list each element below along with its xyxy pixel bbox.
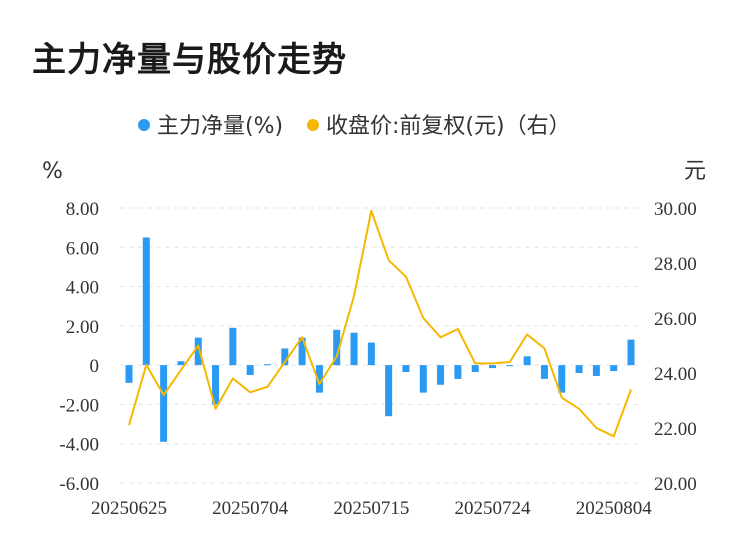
legend-line-label: 收盘价:前复权(元)（右）	[326, 114, 571, 139]
bar	[558, 365, 566, 393]
left-tick-label: 2.00	[66, 317, 99, 338]
bar	[177, 361, 185, 366]
x-tick-label: 20250715	[333, 498, 409, 519]
bar	[385, 365, 393, 417]
left-tick-label: 6.00	[66, 238, 99, 259]
legend-line-marker	[307, 119, 319, 131]
right-tick-label: 30.00	[654, 199, 697, 220]
close-price-line	[128, 209, 632, 438]
right-tick-label: 28.00	[654, 254, 697, 275]
bar	[142, 237, 150, 366]
left-axis-ticks: 8.00 6.00 4.00 2.00 0 -2.00 -4.00 -6.00	[59, 199, 99, 495]
legend-bar-label: 主力净量(%)	[157, 114, 283, 139]
bar	[212, 365, 220, 405]
right-tick-label: 24.00	[654, 364, 697, 385]
x-tick-label: 20250625	[91, 498, 167, 519]
bar	[333, 329, 341, 366]
bar	[298, 337, 306, 366]
bar	[471, 365, 479, 373]
bar	[523, 356, 531, 366]
bar	[454, 365, 462, 379]
bar	[315, 365, 323, 393]
left-tick-label: 4.00	[66, 278, 99, 299]
line-series	[128, 209, 632, 438]
left-tick-label: 8.00	[66, 199, 99, 220]
x-tick-label: 20250804	[576, 498, 653, 519]
right-tick-label: 22.00	[654, 419, 697, 440]
bar	[489, 365, 497, 369]
left-tick-label: -4.00	[59, 435, 99, 456]
right-axis-ticks: 30.00 28.00 26.00 24.00 22.00 20.00	[654, 199, 697, 495]
bar	[437, 365, 445, 385]
x-tick-label: 20250704	[212, 498, 289, 519]
right-tick-label: 20.00	[654, 474, 697, 495]
legend-bar-marker	[138, 119, 150, 131]
bar	[160, 365, 168, 442]
bar	[125, 365, 133, 383]
left-tick-label: 0	[90, 356, 100, 377]
left-tick-label: -6.00	[59, 474, 99, 495]
bar	[575, 365, 583, 373]
bar	[194, 337, 202, 366]
gridlines	[120, 207, 640, 484]
bar	[610, 365, 618, 372]
bar	[246, 365, 254, 375]
bar	[402, 365, 410, 373]
bar	[281, 348, 289, 366]
bar	[367, 342, 375, 366]
bar	[592, 365, 600, 376]
bar	[627, 339, 635, 366]
bar	[229, 327, 237, 366]
bar	[540, 365, 548, 379]
page-title: 主力净量与股价走势	[32, 40, 347, 80]
left-axis-unit: %	[42, 159, 63, 184]
right-tick-label: 26.00	[654, 309, 697, 330]
x-tick-label: 20250724	[455, 498, 532, 519]
legend: 主力净量(%) 收盘价:前复权(元)（右）	[138, 114, 571, 139]
bar	[506, 365, 514, 367]
right-axis-unit: 元	[684, 159, 706, 184]
x-axis-ticks: 20250625 20250704 20250715 20250724 20250804	[91, 498, 652, 519]
bar-series	[125, 237, 635, 442]
bar	[419, 365, 427, 393]
bar	[350, 332, 358, 366]
bar	[263, 364, 271, 366]
left-tick-label: -2.00	[59, 395, 99, 416]
